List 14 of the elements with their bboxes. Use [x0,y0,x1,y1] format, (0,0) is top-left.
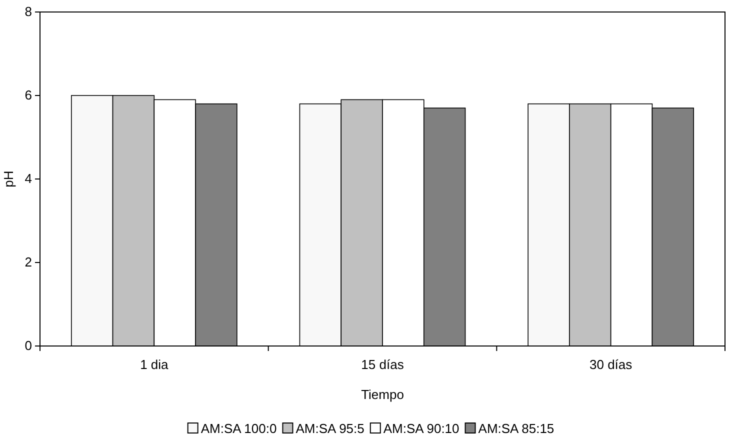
legend-label: AM:SA 95:5 [296,421,364,436]
x-tick-label: 1 dia [140,357,170,372]
y-axis-title: pH [1,170,16,188]
y-tick-label: 4 [24,171,32,186]
x-tick-label: 30 días [590,357,633,372]
legend-label: AM:SA 90:10 [383,421,460,436]
x-axis-title: Tiempo [361,387,404,402]
y-tick-label: 6 [24,88,32,103]
y-tick-label: 0 [24,338,32,354]
y-tick-label: 2 [24,254,32,270]
legend-label: AM:SA 100:0 [200,421,277,436]
x-tick-label: 15 días [361,357,404,372]
legend-label: AM:SA 85:15 [478,421,554,436]
y-tick-label: 8 [24,4,32,20]
